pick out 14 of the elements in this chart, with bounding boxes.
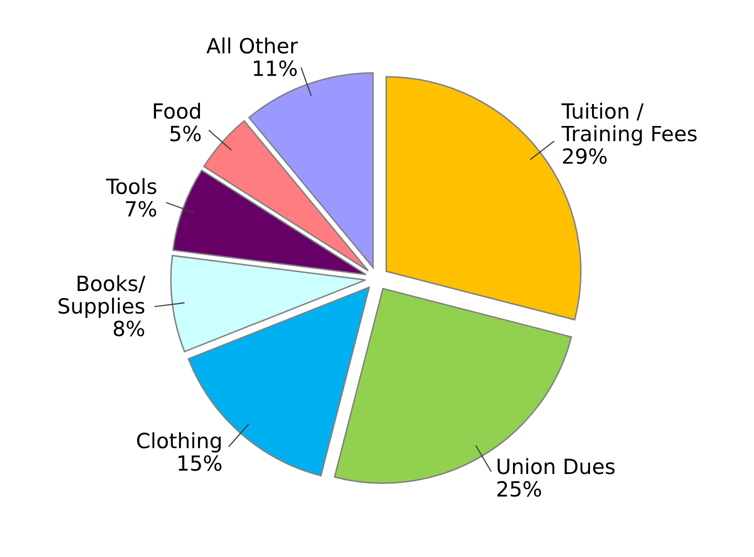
data-label: 7% [126,200,156,217]
slice-label: Books/ Supplies [58,275,146,318]
data-label: 11% [254,60,297,76]
data-label: 29% [563,148,607,164]
slice-label: Union Dues [498,458,615,474]
data-label: 5% [170,126,201,142]
slice-label: Tuition / Training Fees [561,102,697,146]
data-label: 15% [178,455,222,471]
data-label: 25% [497,481,542,497]
slice-label: Tools [106,178,156,194]
slice-label: All Other [206,37,298,54]
slice-label: Clothing [137,432,221,452]
slice-label: Food [154,102,200,119]
data-label: 8% [114,320,144,336]
